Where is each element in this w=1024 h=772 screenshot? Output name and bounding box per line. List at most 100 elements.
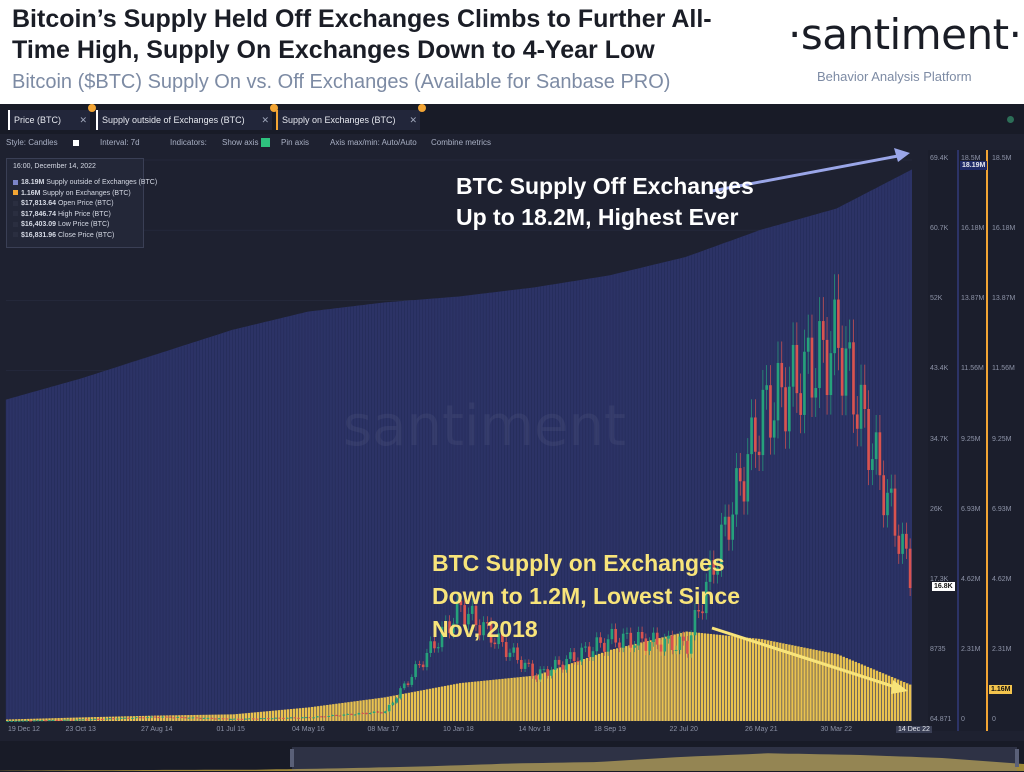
supply-on-bar [320,705,323,721]
show-axis-checkbox[interactable] [261,138,270,147]
supply-on-bar [211,714,214,721]
indicators-select[interactable]: Indicators: [170,138,207,147]
close-icon[interactable]: ✕ [79,115,87,125]
close-icon[interactable]: ✕ [261,115,269,125]
supply-on-bar [24,718,27,721]
price-candle-body [410,677,414,685]
supply-on-bar [902,682,906,721]
supply-on-bar [634,643,637,721]
supply-on-bar [374,698,377,721]
supply-on-bar [585,657,589,721]
supply-on-bar [721,635,725,721]
y-tick-label: 8735 [930,645,946,653]
price-candle-body [905,533,908,549]
tab-supply-outside[interactable]: Supply outside of Exchanges (BTC) ✕ [96,104,278,130]
x-tick-label: 14 Dec 22 [896,726,932,733]
y-tick-label: 13.87M [992,295,1016,303]
price-candle-body [444,621,448,627]
supply-on-bar [425,689,429,721]
supply-on-bar [739,637,743,721]
price-candle-body [512,647,516,653]
supply-on-bar [178,715,181,721]
supply-on-bar [422,689,426,721]
y-tick-label: 18.5M [961,155,981,162]
price-candle-body [274,717,278,719]
supply-on-bar [419,690,423,721]
supply-on-bar [407,692,411,721]
supply-on-bar [437,687,441,721]
supply-on-bar [78,717,81,721]
price-candle-body [150,716,153,718]
warning-icon [418,104,426,112]
supply-on-bar [383,697,386,721]
y-tick-label: 16.18M [992,225,1016,233]
supply-on-bar [540,673,543,721]
navigator-handle-left[interactable] [290,749,294,767]
supply-on-bar [42,718,45,721]
price-candle-body [882,475,886,516]
price-candle-body [648,642,651,651]
price-candle-body [93,718,97,720]
price-candle-body [168,716,172,718]
supply-on-bar [688,631,691,721]
supply-on-bar [353,701,356,721]
price-candle-body [618,642,621,648]
supply-on-bar [815,650,818,721]
axis-minmax-select[interactable]: Axis max/min: Auto/Auto [330,138,417,147]
y-tick-label: 18.5M [992,155,1012,162]
tooltip-label: Close Price (BTC) [57,231,115,239]
y-tick-label: 43.4K [930,365,949,373]
close-icon[interactable]: ✕ [409,115,417,125]
supply-on-bar [549,670,553,721]
price-candle-body [312,717,315,719]
supply-on-bar [848,659,851,721]
supply-on-bar [350,701,353,721]
color-swatch[interactable] [73,140,79,146]
timeline-navigator[interactable] [0,741,1024,772]
supply-on-bar [561,666,565,721]
supply-on-bar [247,712,251,721]
price-candle-body [327,715,331,717]
price-candle-body [908,548,912,589]
supply-on-bar [715,634,719,721]
supply-on-bar [673,634,676,721]
supply-on-bar [166,715,169,721]
supply-on-bar [800,647,803,721]
tooltip-label: Open Price (BTC) [57,200,114,207]
price-candle-body [746,454,750,502]
price-candle-body [402,683,406,689]
price-candle-body [365,713,368,715]
tab-price[interactable]: Price (BTC) ✕ [8,104,96,130]
combine-metrics-button[interactable]: Combine metrics [431,138,492,147]
interval-select[interactable]: Interval: 7d [100,138,140,147]
price-candle-body [146,717,149,719]
price-candle-body [803,351,806,415]
pin-axis-toggle[interactable]: Pin axis [281,138,310,147]
price-candle-body [361,712,365,714]
supply-on-bar [567,664,571,721]
price-candle-body [455,600,459,624]
price-candle-body [425,652,429,668]
price-candle-body [791,344,795,387]
supply-on-bar [30,718,33,721]
supply-on-bar [235,714,238,721]
navigator-handle-right[interactable] [1015,749,1019,767]
supply-on-bar [860,664,864,721]
style-select[interactable]: Style: Candles [6,138,58,147]
y-tick-label: 60.7K [930,225,949,233]
supply-on-bar [694,632,697,721]
supply-on-bar [646,641,649,721]
y-tick-label: 6.93M [992,505,1012,513]
supply-on-bar [751,638,755,721]
supply-on-bar [588,656,592,721]
price-candle-body [497,633,500,645]
supply-on-bar [202,714,205,721]
supply-on-bar [114,716,118,721]
supply-on-bar [761,639,764,721]
price-candle-body [644,638,648,651]
price-candle-body [236,718,240,720]
tab-supply-on[interactable]: Supply on Exchanges (BTC) ✕ [276,104,426,130]
supply-on-bar [489,680,492,721]
price-candle-body [40,720,44,722]
price-candle-body [406,683,410,685]
